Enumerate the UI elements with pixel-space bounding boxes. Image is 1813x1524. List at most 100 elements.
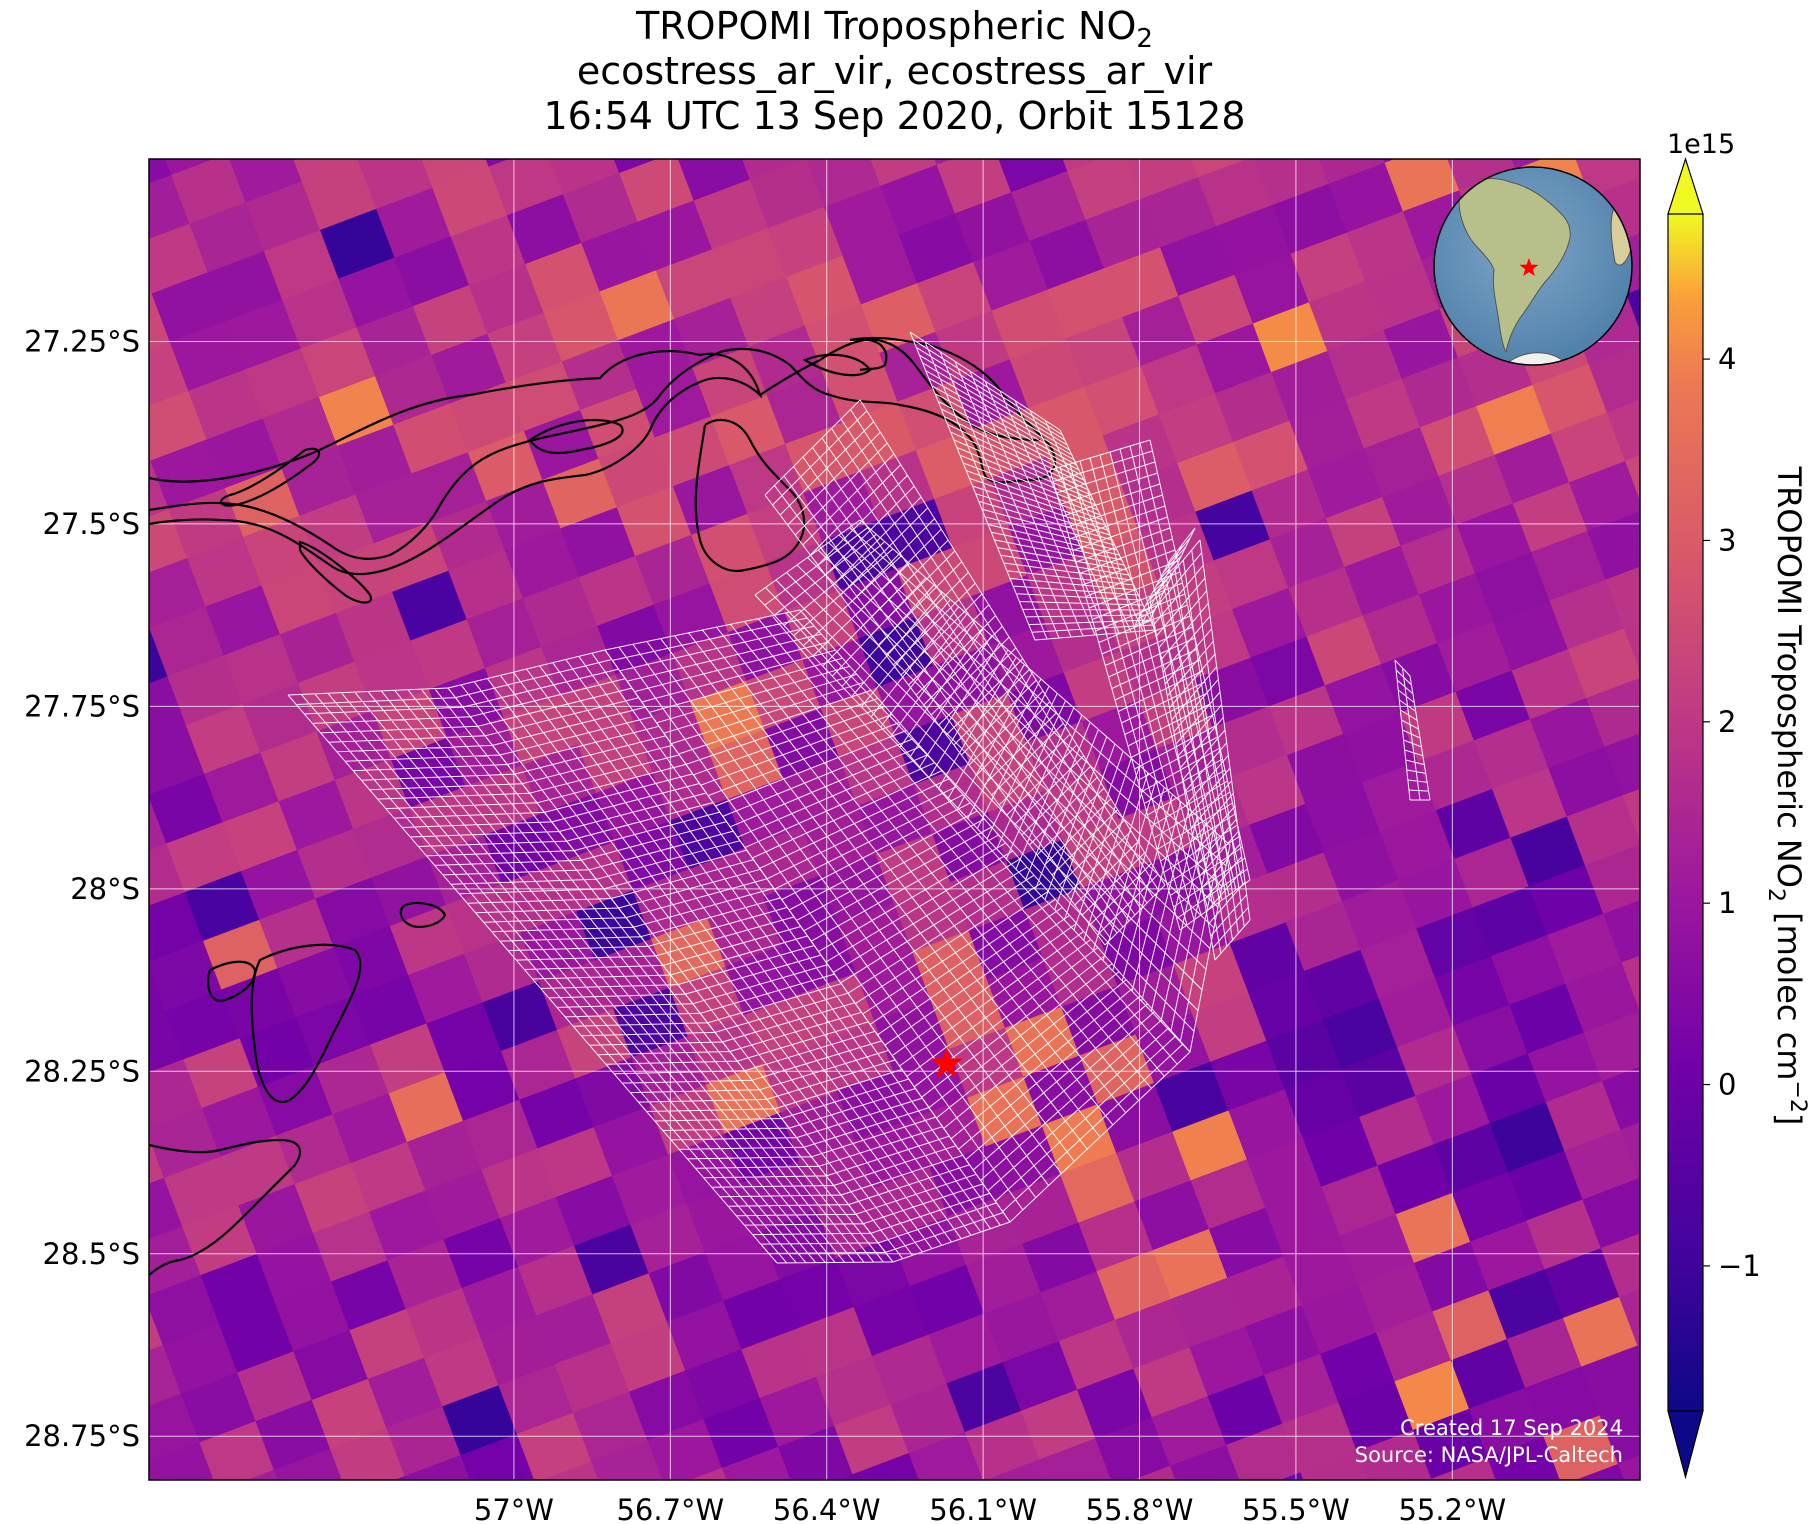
title-subscript: 2 bbox=[1136, 24, 1153, 54]
no2-pixel bbox=[425, 1169, 501, 1241]
river-island-4 bbox=[802, 353, 872, 377]
no2-pixel bbox=[237, 1351, 313, 1423]
no2-pixel bbox=[688, 847, 765, 919]
no2-pixel bbox=[1307, 448, 1384, 520]
no2-pixel bbox=[1488, 1268, 1565, 1341]
no2-pixel bbox=[1437, 621, 1513, 693]
no2-pixel bbox=[1173, 943, 1250, 1015]
no2-pixel bbox=[1434, 955, 1511, 1027]
no2-pixel bbox=[169, 320, 246, 392]
no2-pixel bbox=[1306, 615, 1383, 687]
swath-strip-east bbox=[1394, 659, 1431, 801]
no2-pixel bbox=[1031, 52, 1107, 123]
no2-pixel bbox=[314, 1044, 390, 1116]
no2-pixel bbox=[201, 1086, 278, 1158]
no2-pixel bbox=[801, 805, 877, 877]
longitude-tick-label: 55.5°W bbox=[1242, 1493, 1350, 1524]
no2-pixel bbox=[1151, 1395, 1228, 1467]
no2-pixel bbox=[1487, 1436, 1564, 1480]
no2-pixel bbox=[1189, 1325, 1266, 1398]
no2-pixel bbox=[1548, 746, 1625, 818]
no2-pixel bbox=[236, 1518, 312, 1524]
no2-pixel bbox=[1543, 1414, 1620, 1480]
no2-pixel bbox=[333, 925, 410, 997]
no2-pixel bbox=[34, 983, 110, 1054]
no2-pixel bbox=[149, 1107, 222, 1179]
no2-pixel bbox=[423, 1336, 500, 1408]
no2-pixel bbox=[1549, 579, 1626, 651]
no2-pixel bbox=[1080, 866, 1157, 938]
no2-pixel bbox=[929, 1146, 1006, 1218]
no2-pixel bbox=[1584, 843, 1640, 915]
no2-pixel bbox=[331, 1260, 407, 1332]
no2-pixel bbox=[1114, 1298, 1191, 1370]
no2-pixel bbox=[334, 758, 411, 830]
no2-pixel bbox=[1324, 663, 1401, 735]
no2-pixel bbox=[797, 1306, 874, 1378]
no2-pixel bbox=[1190, 1158, 1267, 1230]
no2-pixel bbox=[536, 1294, 613, 1366]
no2-pixel bbox=[392, 570, 468, 642]
no2-pixel bbox=[893, 881, 970, 953]
no2-pixel bbox=[560, 506, 637, 579]
no2-pixel bbox=[350, 1141, 427, 1213]
no2-pixel bbox=[1565, 962, 1640, 1034]
no2-pixel bbox=[853, 1285, 930, 1357]
no2-pixel bbox=[1208, 1207, 1285, 1279]
lake-outline-3 bbox=[250, 943, 362, 1103]
no2-pixel bbox=[1304, 949, 1380, 1021]
no2-pixel bbox=[965, 1243, 1042, 1315]
no2-pixel bbox=[614, 820, 691, 892]
no2-pixel bbox=[764, 708, 841, 780]
no2-pixel bbox=[873, 1167, 949, 1239]
no2-pixel bbox=[593, 1105, 670, 1177]
no2-pixel bbox=[1511, 649, 1588, 721]
globe-target-marker bbox=[1519, 258, 1539, 277]
no2-pixel bbox=[243, 515, 319, 587]
no2-pixel bbox=[149, 724, 206, 796]
colorbar-label-superscript: −2 bbox=[1785, 1080, 1810, 1112]
no2-pixel bbox=[768, 206, 844, 278]
no2-pixel bbox=[240, 849, 317, 921]
no2-pixel bbox=[747, 492, 824, 564]
no2-pixel bbox=[394, 236, 471, 308]
no2-pixel bbox=[983, 1459, 1059, 1480]
no2-pixel bbox=[525, 242, 601, 314]
no2-pixel bbox=[741, 1327, 818, 1400]
no2-pixel bbox=[837, 902, 914, 974]
no2-pixel bbox=[1400, 524, 1477, 596]
no2-pixel bbox=[521, 743, 598, 816]
title-line-3: 16:54 UTC 13 Sep 2020, Orbit 15128 bbox=[543, 94, 1246, 138]
no2-pixel bbox=[1290, 232, 1367, 304]
no2-pixel bbox=[149, 390, 208, 462]
swath-west-lines bbox=[287, 687, 894, 1264]
no2-pixel bbox=[481, 1148, 558, 1220]
no2-pixel bbox=[1379, 809, 1456, 881]
title-line-1-text: TROPOMI Tropospheric NO bbox=[636, 4, 1137, 48]
no2-pixel bbox=[467, 430, 544, 502]
no2-pixel bbox=[946, 1361, 1023, 1433]
no2-pixel bbox=[516, 1412, 593, 1480]
colorbar-extend-max bbox=[1667, 157, 1704, 215]
no2-pixel bbox=[500, 1029, 577, 1101]
no2-pixel bbox=[1232, 587, 1308, 659]
no2-pixel bbox=[852, 1452, 929, 1480]
no2-pixel bbox=[1553, 78, 1629, 149]
no2-pixel bbox=[1135, 1012, 1212, 1084]
no2-pixel bbox=[1039, 1438, 1116, 1480]
no2-pixel bbox=[1394, 1359, 1471, 1432]
no2-pixel bbox=[858, 617, 935, 689]
no2-pixel bbox=[743, 993, 820, 1065]
no2-pixel bbox=[1077, 1368, 1153, 1440]
latitude-tick-label: 28.5°S bbox=[43, 1237, 140, 1271]
no2-pixel bbox=[149, 244, 153, 316]
no2-pixel bbox=[1067, 159, 1143, 221]
no2-pixel bbox=[785, 422, 861, 494]
no2-pixel bbox=[522, 576, 599, 648]
no2-pixel bbox=[468, 263, 545, 335]
no2-pixel bbox=[689, 680, 766, 752]
no2-pixel bbox=[1339, 1213, 1416, 1286]
no2-pixel bbox=[408, 953, 484, 1025]
no2-pixel bbox=[1529, 697, 1606, 769]
no2-pixel bbox=[1365, 259, 1441, 331]
